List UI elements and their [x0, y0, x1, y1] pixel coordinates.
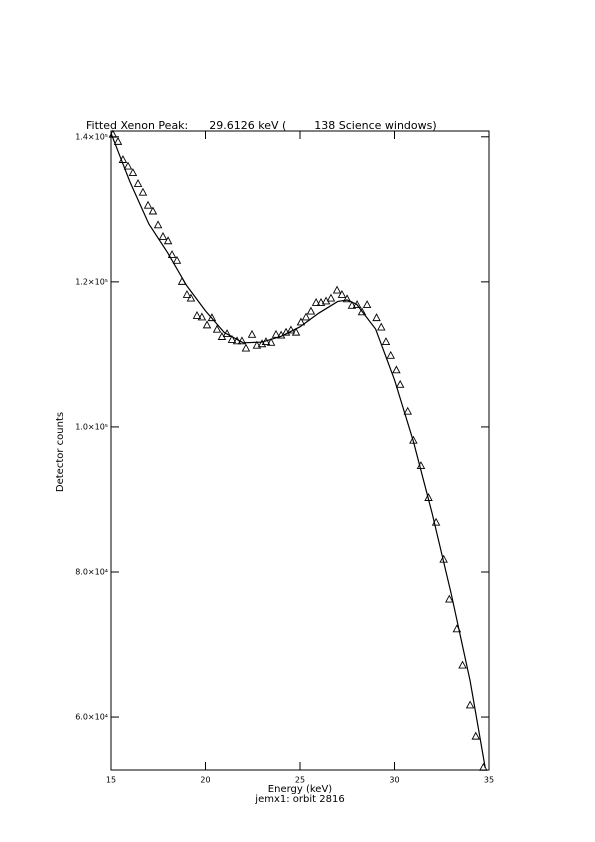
data-point	[347, 300, 357, 309]
x-tick-label: 30	[389, 776, 399, 785]
data-point	[458, 660, 467, 669]
data-point	[182, 289, 192, 298]
data-point	[445, 594, 454, 603]
y-tick-label: 1.4×10⁵	[75, 132, 108, 141]
plot-frame	[110, 130, 490, 771]
data-point	[123, 161, 133, 170]
data-point	[386, 350, 395, 359]
data-point	[337, 289, 347, 298]
data-point	[362, 300, 372, 309]
data-point	[158, 231, 168, 240]
x-axis-label: Energy (keV)	[268, 784, 333, 795]
data-point	[381, 337, 391, 346]
data-point	[153, 220, 163, 229]
data-point	[133, 178, 143, 187]
data-point	[342, 294, 352, 303]
data-point	[301, 312, 311, 321]
y-tick-label: 1.2×10⁵	[75, 277, 108, 286]
data-point	[471, 731, 481, 740]
data-point	[163, 236, 173, 245]
data-point	[296, 317, 306, 326]
data-point	[252, 340, 262, 349]
data-point	[403, 406, 412, 415]
y-axis-label: Detector counts	[55, 412, 66, 492]
y-tick-label: 1.0×10⁵	[75, 422, 108, 431]
subtitle: jemx1: orbit 2816	[254, 794, 344, 805]
data-point	[227, 334, 237, 343]
x-tick-label: 25	[295, 776, 305, 785]
data-point	[197, 312, 207, 321]
data-point	[479, 762, 488, 771]
data-point	[138, 187, 148, 196]
data-point	[316, 297, 326, 306]
y-tick-label: 8.0×10⁴	[75, 567, 108, 576]
data-point	[257, 339, 267, 348]
data-point	[247, 329, 257, 338]
fit-line	[110, 132, 486, 768]
data-point	[202, 320, 212, 329]
chart-title: Fitted Xenon Peak: 29.6126 keV ( 138 Sci…	[86, 119, 437, 132]
data-point	[186, 293, 196, 302]
data-point	[332, 285, 342, 294]
data-point	[465, 700, 475, 709]
data-point	[266, 337, 276, 346]
data-point	[306, 306, 316, 315]
data-point	[241, 343, 251, 352]
data-point	[377, 322, 386, 331]
data-point	[311, 297, 321, 306]
data-point	[291, 327, 301, 336]
data-point	[357, 307, 367, 316]
data-point	[212, 324, 222, 333]
data-point	[148, 206, 158, 215]
y-tick-label: 6.0×10⁴	[75, 713, 108, 722]
data-point	[113, 136, 123, 145]
data-point	[207, 313, 217, 322]
data-point	[143, 200, 153, 209]
x-tick-label: 15	[106, 776, 116, 785]
data-point	[172, 255, 182, 264]
data-point	[286, 325, 296, 334]
data-point	[128, 168, 138, 177]
data-point	[192, 311, 202, 319]
data-point	[167, 250, 177, 258]
x-tick-label: 35	[484, 776, 494, 785]
data-point	[392, 365, 401, 374]
data-point	[372, 313, 381, 322]
data-point	[326, 293, 336, 302]
x-tick-label: 20	[200, 776, 210, 785]
data-point	[395, 379, 405, 388]
